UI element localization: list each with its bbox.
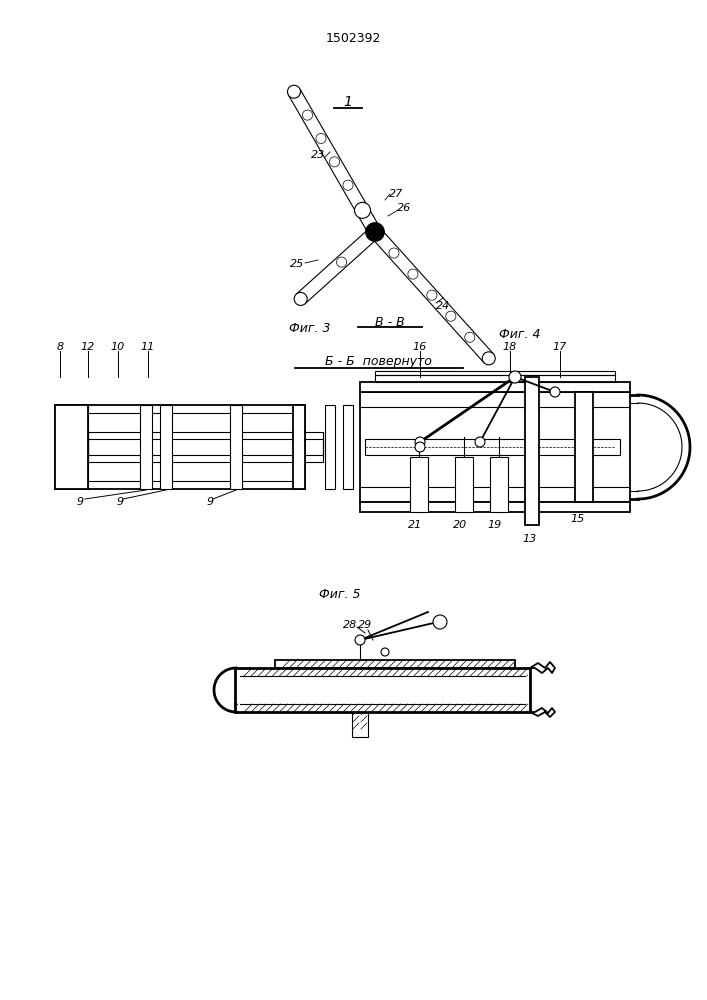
Circle shape	[337, 257, 346, 267]
Text: 9: 9	[76, 497, 83, 507]
Bar	[293, 405, 305, 489]
Bar	[490, 457, 508, 512]
Text: 25: 25	[290, 259, 304, 269]
Bar	[275, 660, 515, 668]
Circle shape	[366, 223, 384, 241]
Circle shape	[354, 202, 370, 218]
Text: 8: 8	[57, 342, 64, 352]
Bar	[525, 377, 539, 525]
Text: В - В: В - В	[375, 316, 405, 328]
Circle shape	[343, 180, 353, 190]
Circle shape	[381, 648, 389, 656]
Bar	[55, 405, 305, 489]
Text: 17: 17	[553, 342, 567, 352]
Text: 18: 18	[503, 342, 517, 352]
Circle shape	[415, 442, 425, 452]
Text: 23: 23	[311, 150, 325, 160]
Text: 16: 16	[413, 342, 427, 352]
Text: Б - Б  повернуто: Б - Б повернуто	[325, 356, 431, 368]
Circle shape	[509, 371, 521, 383]
Text: 20: 20	[453, 520, 467, 530]
Text: 28: 28	[343, 620, 357, 630]
Bar	[343, 405, 353, 489]
Text: 9: 9	[206, 497, 214, 507]
Circle shape	[475, 437, 485, 447]
Bar	[230, 405, 242, 489]
Text: 15: 15	[571, 514, 585, 524]
Bar	[88, 432, 323, 462]
Bar	[88, 439, 323, 455]
Bar	[140, 405, 152, 489]
Bar	[365, 439, 620, 455]
Text: 13: 13	[523, 534, 537, 544]
Text: 10: 10	[111, 342, 125, 352]
Text: Фиг. 5: Фиг. 5	[320, 588, 361, 601]
Bar	[360, 392, 630, 502]
Bar	[575, 392, 593, 502]
Circle shape	[303, 110, 312, 120]
Bar	[235, 668, 530, 712]
Bar	[325, 405, 335, 489]
Bar	[375, 371, 615, 375]
Circle shape	[329, 157, 339, 167]
Bar	[455, 457, 473, 512]
Text: 26: 26	[397, 203, 411, 213]
Bar	[360, 382, 630, 392]
Circle shape	[288, 85, 300, 98]
Circle shape	[415, 437, 425, 447]
Bar	[55, 405, 88, 489]
Text: 21: 21	[408, 520, 422, 530]
Circle shape	[356, 204, 366, 214]
Circle shape	[408, 269, 418, 279]
Text: 27: 27	[389, 189, 403, 199]
Bar	[410, 457, 428, 512]
Circle shape	[427, 290, 437, 300]
Text: Фиг. 4: Фиг. 4	[499, 328, 541, 342]
Circle shape	[446, 311, 456, 321]
Circle shape	[482, 352, 495, 365]
Circle shape	[389, 248, 399, 258]
Bar	[360, 502, 630, 512]
Text: 19: 19	[488, 520, 502, 530]
Bar	[160, 405, 172, 489]
Text: 1502392: 1502392	[325, 31, 380, 44]
Circle shape	[294, 292, 307, 305]
Text: 1: 1	[344, 95, 352, 109]
Circle shape	[433, 615, 447, 629]
Text: Фиг. 3: Фиг. 3	[289, 322, 331, 334]
Text: 12: 12	[81, 342, 95, 352]
Text: 29: 29	[358, 620, 372, 630]
Text: 11: 11	[141, 342, 155, 352]
Circle shape	[550, 387, 560, 397]
Circle shape	[355, 635, 365, 645]
Bar	[375, 375, 615, 382]
Text: 24: 24	[436, 301, 450, 311]
Text: 9: 9	[117, 497, 124, 507]
Circle shape	[464, 332, 475, 342]
Circle shape	[316, 133, 326, 144]
Bar	[352, 712, 368, 737]
